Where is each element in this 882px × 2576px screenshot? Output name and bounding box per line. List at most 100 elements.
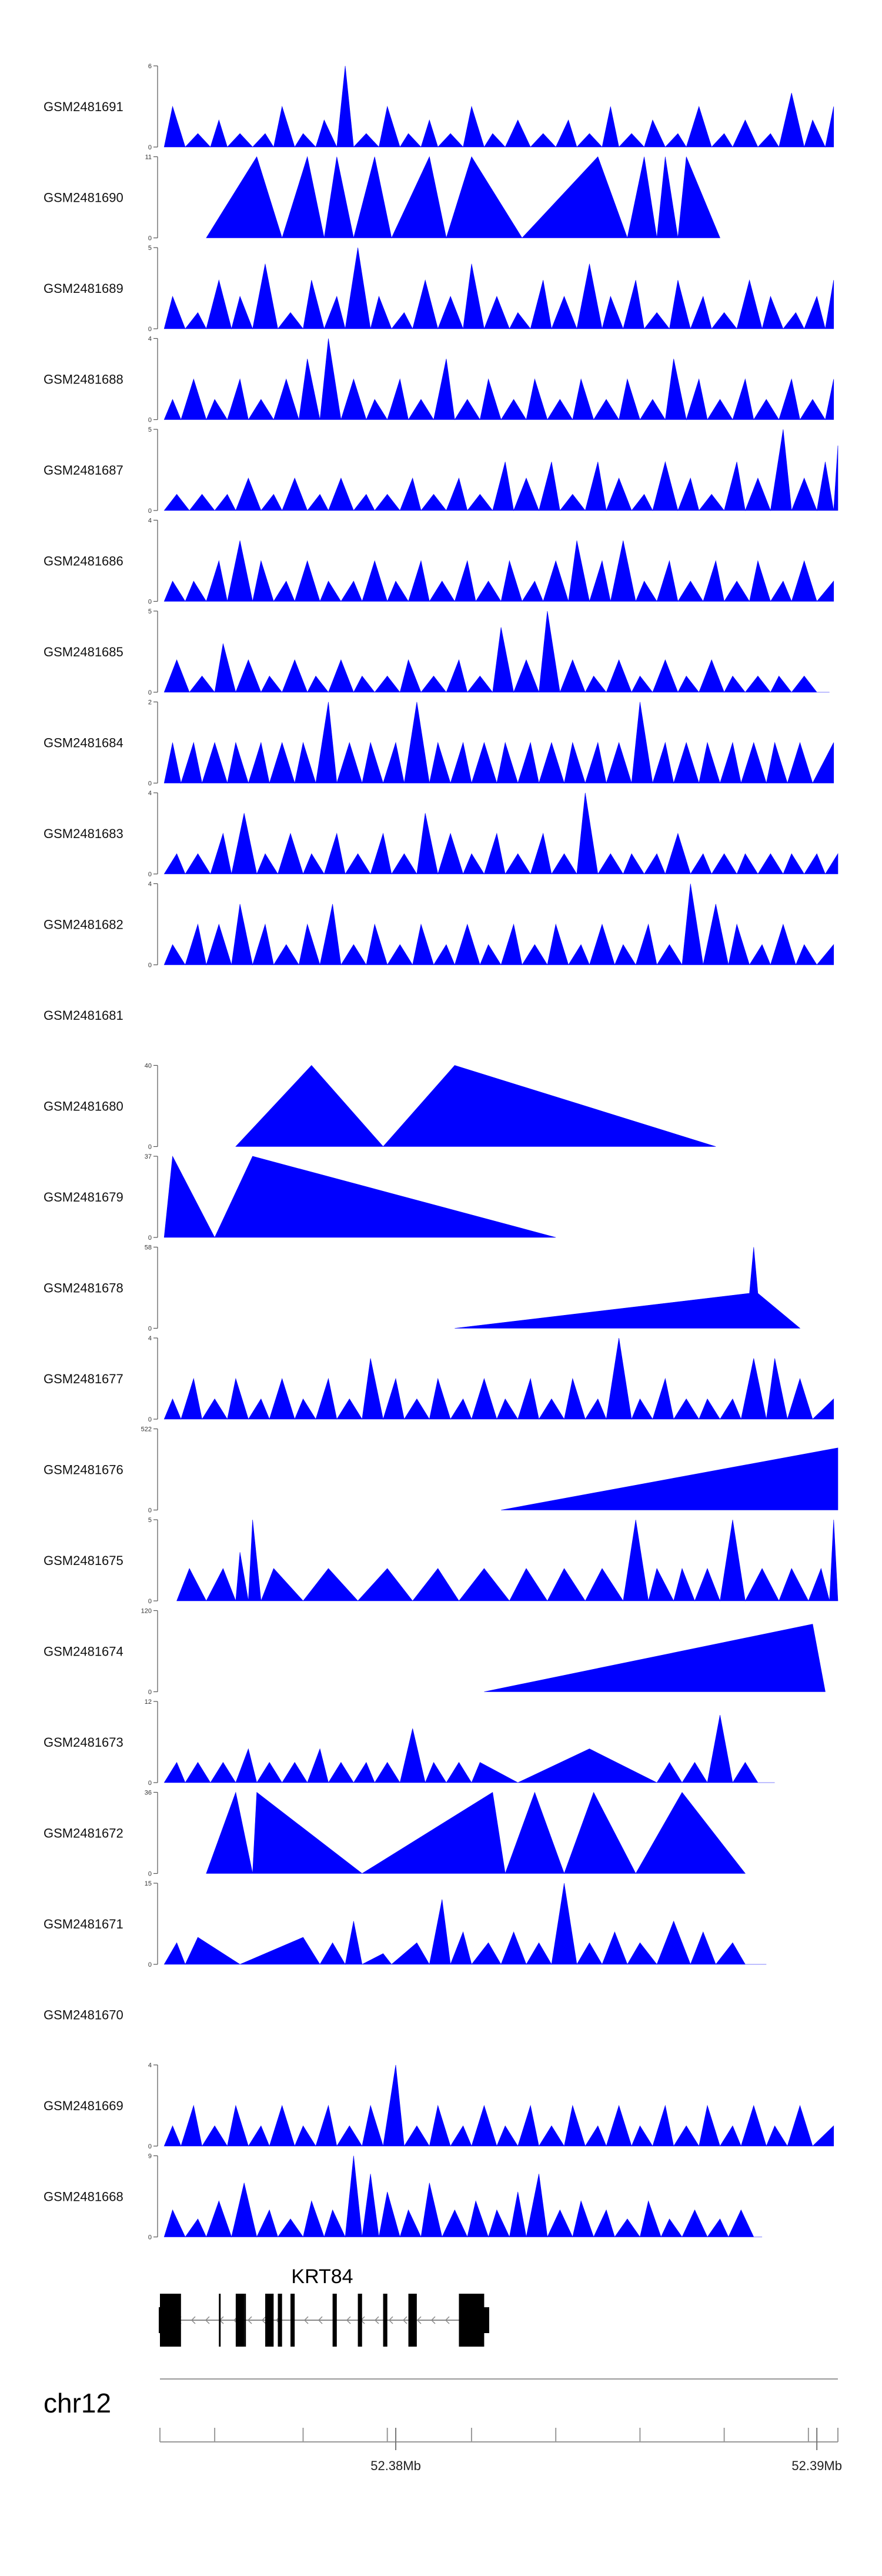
y-tick-label-zero: 0 (148, 780, 152, 788)
strand-chevron (303, 2316, 309, 2324)
track-signal-area (163, 1337, 834, 1420)
track: GSM2481690 11 0 (44, 154, 720, 242)
track-label: GSM2481671 (44, 1917, 123, 1931)
y-tick-label-max: 5 (148, 426, 152, 433)
track-signal-area (163, 2064, 834, 2147)
track-y-axis: 60 (148, 63, 158, 151)
strand-chevron (430, 2316, 436, 2324)
track-y-axis: 50 (148, 245, 158, 333)
track-y-axis: 36 0 (145, 1790, 158, 1878)
track-signal-area (163, 247, 834, 330)
track-label: GSM2481678 (44, 1281, 123, 1296)
track-label: GSM2481679 (44, 1190, 123, 1204)
strand-chevron (205, 2316, 210, 2324)
gene-name-label: KRT84 (291, 2265, 353, 2288)
genome-axis-tick-label: 52.39Mb (791, 2458, 842, 2473)
y-tick-label-zero: 0 (148, 1234, 152, 1242)
track-signal-area (163, 429, 838, 512)
y-tick-label-zero: 0 (148, 2234, 152, 2241)
track-y-axis: 50 (148, 1517, 158, 1605)
y-tick-label-max: 40 (145, 1063, 152, 1070)
y-tick-label-max: 2 (148, 699, 152, 706)
track: GSM2481680 40 0 (44, 1063, 716, 1151)
gene-exon (358, 2294, 362, 2347)
y-tick-label-zero: 0 (148, 1780, 152, 1787)
y-tick-label-max: 4 (148, 881, 152, 888)
strand-chevron (445, 2316, 450, 2324)
track-label: GSM2481687 (44, 463, 123, 478)
gene-exon (332, 2294, 337, 2347)
track: GSM2481671 15 0 (44, 1880, 767, 1968)
strand-chevron (416, 2316, 422, 2324)
track-label: GSM2481673 (44, 1735, 123, 1750)
track-label: GSM2481669 (44, 2098, 123, 2113)
track-label: GSM2481668 (44, 2190, 123, 2204)
strand-chevron (374, 2316, 379, 2324)
track-signal-area (163, 338, 834, 421)
y-tick-label-zero: 0 (148, 1507, 152, 1514)
strand-chevron (346, 2316, 351, 2324)
y-tick-label-zero: 0 (148, 508, 152, 515)
gene-exon (408, 2294, 417, 2347)
track-y-axis: 37 0 (145, 1153, 158, 1242)
genome-axis: 52.38Mb 52.39Mb (159, 2428, 842, 2473)
track-y-axis: 15 0 (145, 1880, 158, 1968)
track-label: GSM2481688 (44, 372, 123, 387)
y-tick-label-max: 58 (145, 1244, 152, 1252)
track: GSM2481685 50 (44, 608, 830, 696)
track: GSM2481672 36 0 (44, 1790, 746, 1878)
signal-tracks: GSM248169160GSM2481690110GSM248168950GSM… (44, 63, 838, 2241)
genome-axis-tick-label: 52.38Mb (370, 2458, 421, 2473)
track-signal-area (163, 540, 834, 602)
y-tick-label-max: 5 (148, 608, 152, 615)
y-tick-label-zero: 0 (148, 1689, 152, 1696)
track-label: GSM2481685 (44, 645, 123, 659)
track-signal-area (163, 883, 834, 966)
track-label: GSM2481675 (44, 1553, 123, 1568)
y-tick-label-zero: 0 (148, 599, 152, 606)
track-label: GSM2481674 (44, 1644, 123, 1659)
y-tick-label-max: 12 (145, 1699, 152, 1706)
track-y-axis: 120 0 (141, 1608, 158, 1696)
track-label: GSM2481686 (44, 554, 123, 569)
gene-exon (235, 2294, 245, 2347)
y-tick-label-max: 9 (148, 2153, 152, 2160)
track-signal-area (176, 1519, 838, 1602)
track-label: GSM2481682 (44, 917, 123, 932)
track-signal-area (163, 2155, 763, 2238)
track: GSM2481670 (44, 2008, 123, 2023)
y-tick-label-max: 120 (141, 1608, 152, 1615)
strand-chevron (318, 2316, 323, 2324)
track-label: GSM2481677 (44, 1372, 123, 1386)
track-y-axis: 40 (148, 518, 158, 606)
track: GSM2481674 120 0 (44, 1608, 826, 1696)
y-tick-label-max: 4 (148, 518, 152, 525)
y-tick-label-zero: 0 (148, 1598, 152, 1605)
track-label: GSM2481690 (44, 191, 123, 205)
track-label: GSM2481684 (44, 736, 123, 750)
track-signal-area (484, 1624, 826, 1692)
y-tick-label-max: 6 (148, 63, 152, 70)
track: GSM2481684 2 0 (44, 699, 834, 788)
track-label: GSM2481683 (44, 826, 123, 841)
gene-exon (290, 2294, 295, 2347)
gene-exon (219, 2294, 221, 2347)
y-tick-label-zero: 0 (148, 1871, 152, 1878)
gene-exon (383, 2294, 387, 2347)
track-y-axis: 40 (148, 2062, 158, 2150)
track-signal-area (163, 792, 838, 875)
y-tick-label-zero: 0 (148, 1961, 152, 1968)
track-y-axis: 12 0 (145, 1699, 158, 1787)
y-tick-label-max: 4 (148, 790, 152, 797)
strand-chevron (261, 2316, 266, 2324)
track-y-axis: 40 (148, 1335, 158, 1423)
track-y-axis: 50 (148, 608, 158, 696)
track: GSM2481673 12 0 (44, 1699, 775, 1787)
y-tick-label-zero: 0 (148, 1416, 152, 1423)
chromosome-track: chr12 (44, 2378, 838, 2418)
track-label: GSM2481691 (44, 99, 123, 114)
y-tick-label-zero: 0 (148, 1326, 152, 1333)
